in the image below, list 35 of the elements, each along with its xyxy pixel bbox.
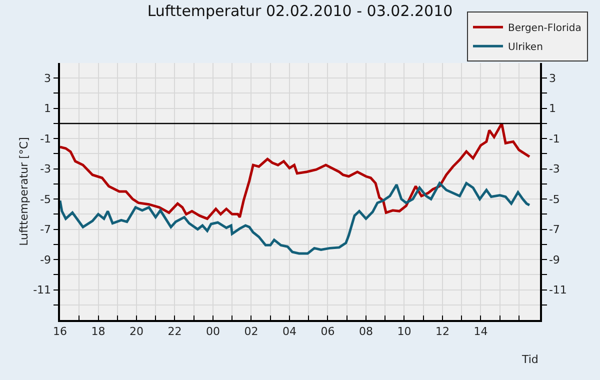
x-axis-title: Tid — [521, 353, 538, 366]
y2-tick-label: -1 — [548, 132, 560, 146]
y2-tick-label: -9 — [548, 253, 560, 266]
x-tick-label: 02 — [244, 324, 258, 338]
y-tick-label: -5 — [40, 192, 52, 206]
y-tick-label: -3 — [40, 162, 52, 176]
y-tick-label: -7 — [40, 223, 52, 236]
y-tick-label: -1 — [40, 132, 52, 146]
x-tick-label: 22 — [168, 324, 182, 338]
chart-title: Lufttemperatur 02.02.2010 - 03.02.2010 — [147, 2, 453, 20]
x-tick-label: 14 — [474, 324, 488, 338]
y-tick-label: -9 — [40, 253, 52, 266]
x-tick-label: 20 — [129, 324, 144, 338]
line-series — [60, 182, 531, 255]
y-tick-label: -11 — [33, 284, 52, 297]
x-tick-label: 00 — [206, 324, 220, 338]
y2-tick-label: -5 — [548, 192, 560, 206]
legend-label: Ulriken — [508, 42, 543, 53]
y2-tick-label: -7 — [548, 223, 560, 236]
legend-label: Bergen-Florida — [508, 23, 582, 34]
x-tick-label: 10 — [397, 324, 412, 338]
y-tick-label: 1 — [44, 102, 52, 116]
y2-tick-label: 3 — [548, 72, 556, 85]
x-tick-label: 04 — [282, 324, 296, 338]
y2-tick-label: 1 — [548, 102, 556, 116]
x-tick-label: 12 — [435, 324, 450, 338]
x-tick-label: 06 — [320, 324, 335, 338]
y-tick-label: 3 — [44, 72, 52, 85]
x-tick-label: 18 — [91, 324, 106, 338]
y2-tick-label: -11 — [548, 284, 567, 297]
line-series — [60, 122, 531, 220]
y2-tick-label: -3 — [548, 162, 560, 176]
x-tick-label: 08 — [358, 324, 373, 338]
y-axis-title: Lufttemperatur [°C] — [18, 137, 30, 246]
x-tick-label: 16 — [53, 324, 67, 338]
